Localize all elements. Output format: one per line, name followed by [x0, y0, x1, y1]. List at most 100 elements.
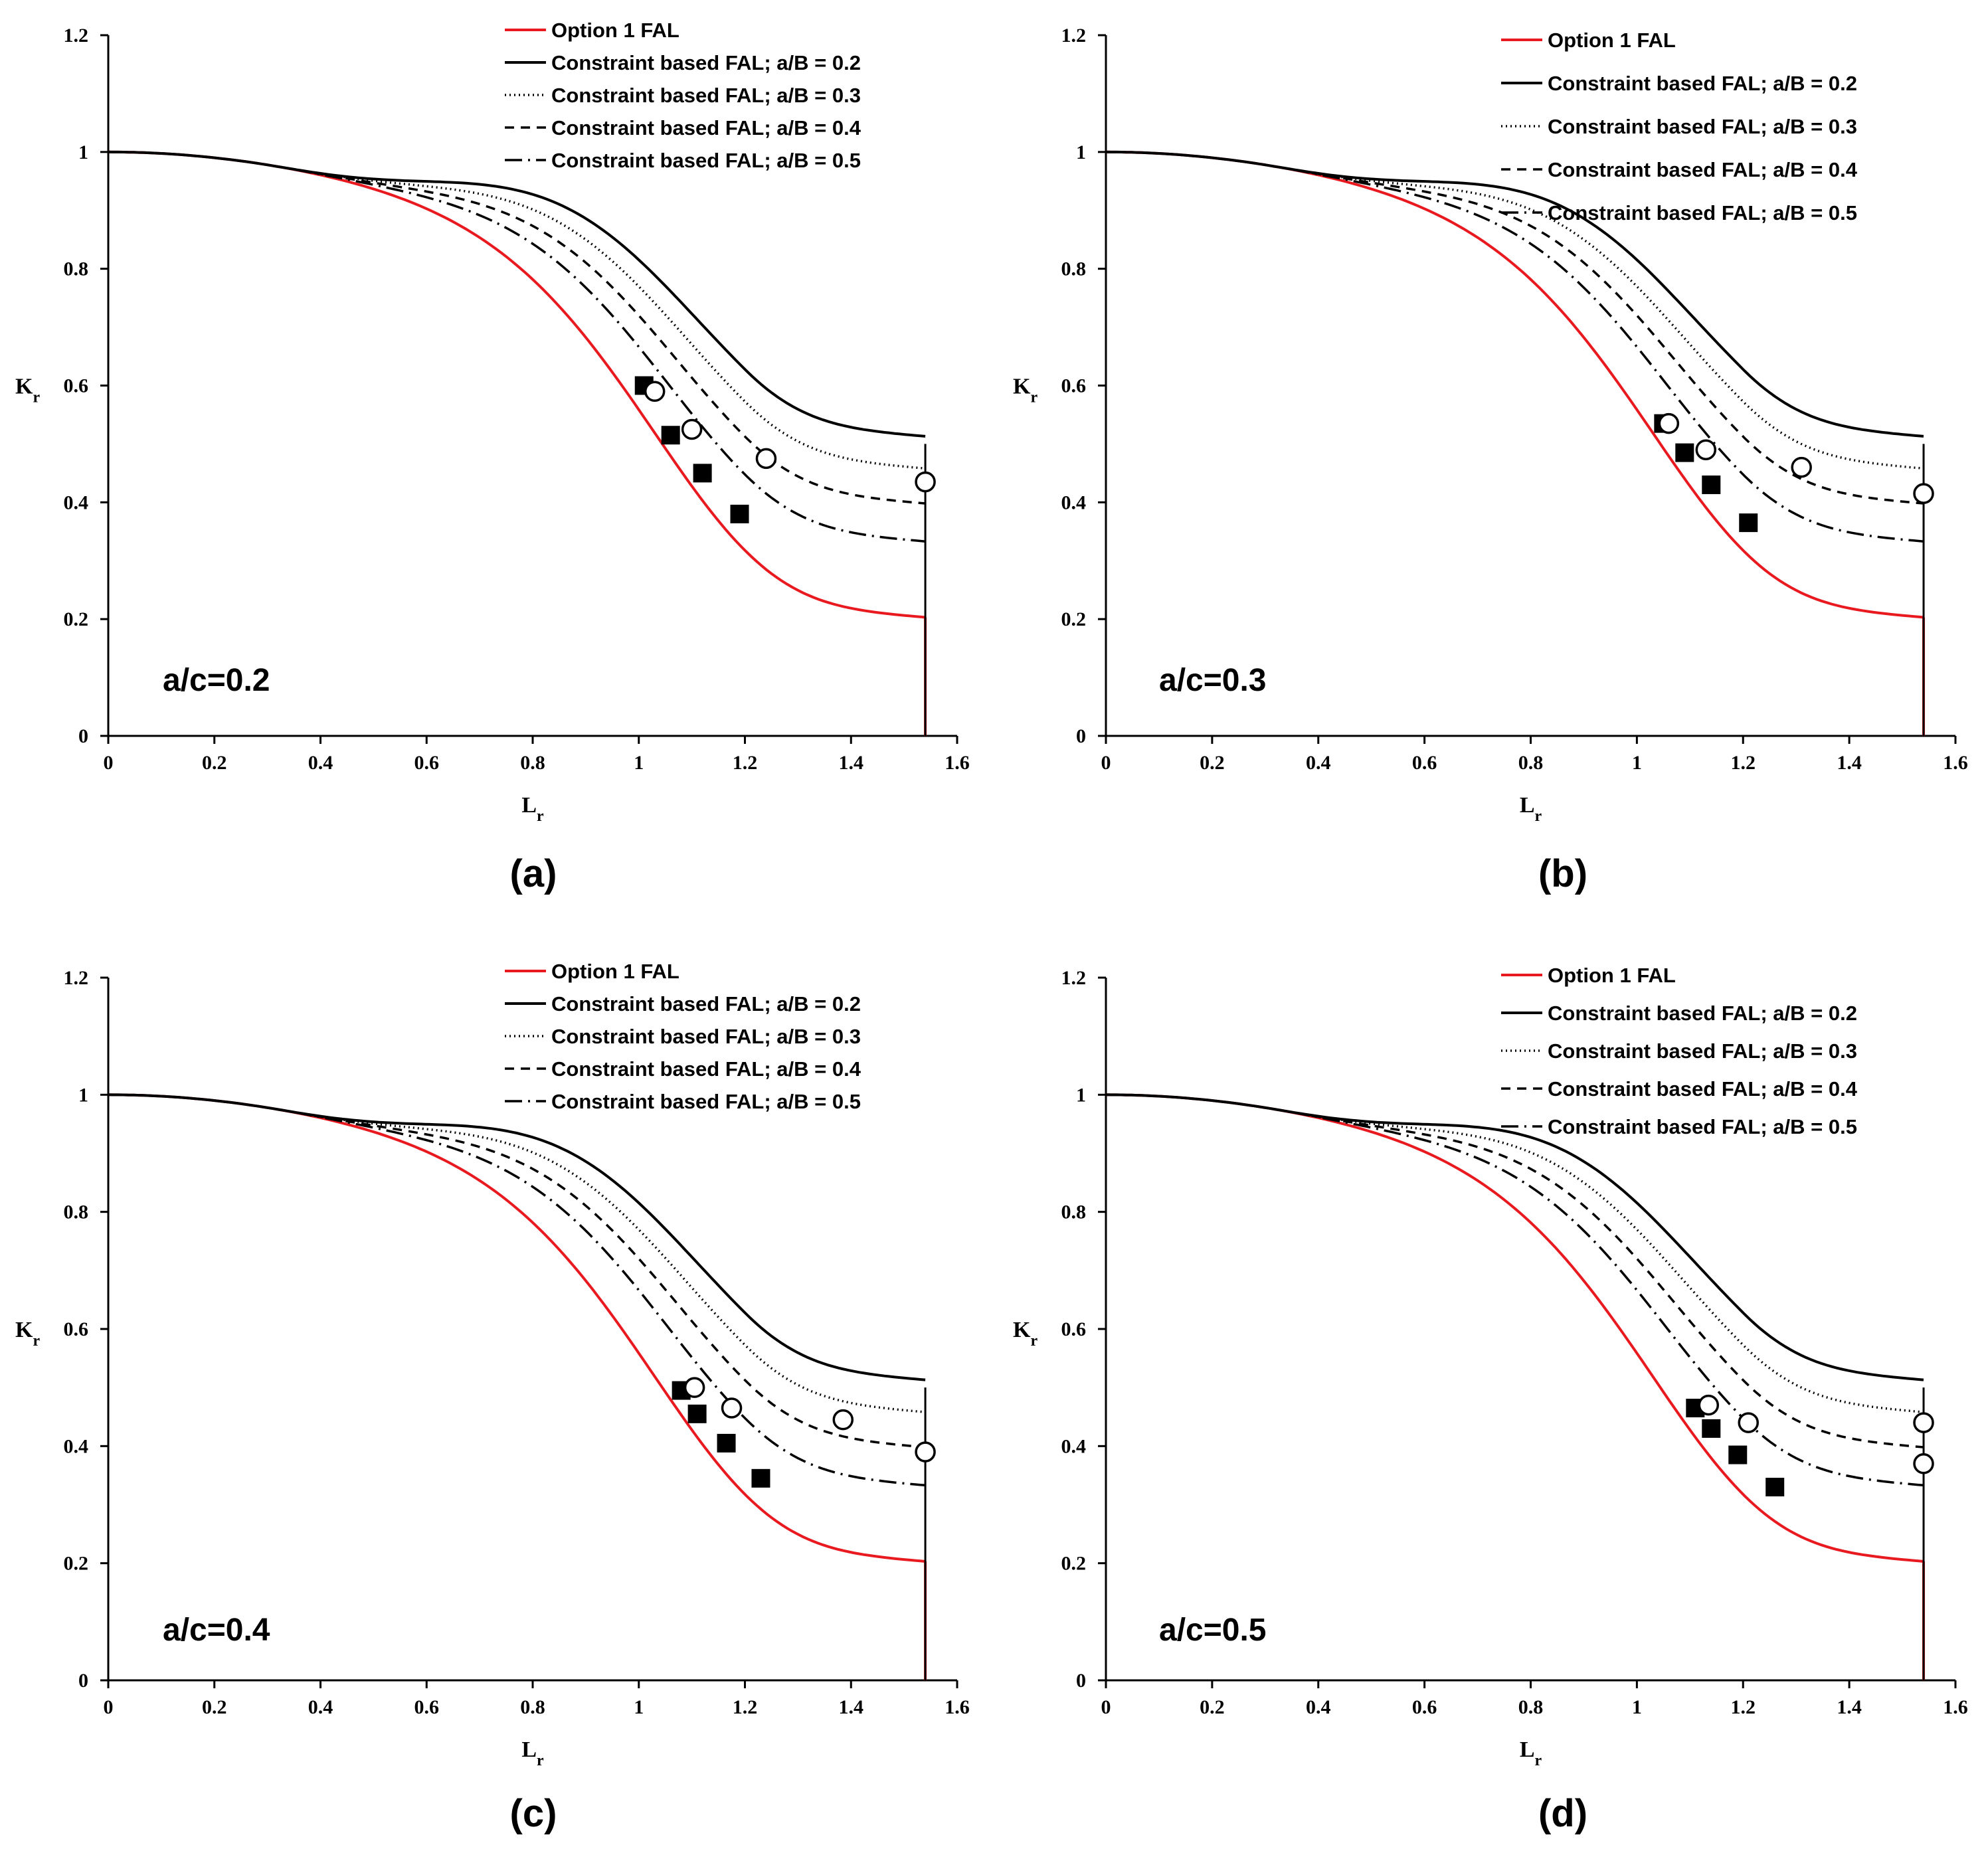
square-marker	[730, 504, 749, 523]
square-marker	[687, 1404, 707, 1423]
square-marker	[661, 426, 680, 445]
panel-a: 0 0.2 0.4 0.6 0.8 1 1.2 1.4 1.6 0 0.2 0.4 0.6 0.8 1 1.2…	[15, 19, 970, 895]
x-tick-label: 0.8	[1518, 1696, 1544, 1718]
x-tick-label: 1.4	[1837, 1696, 1862, 1718]
y-tick-label: 0.2	[1061, 1553, 1087, 1575]
y-tick-label: 0.6	[1061, 375, 1087, 397]
legend-label: Constraint based FAL; a/B = 0.4	[1548, 158, 1858, 181]
legend-label: Constraint based FAL; a/B = 0.5	[551, 149, 861, 172]
y-tick-label: 0.6	[64, 1318, 89, 1340]
y-tick-label: 1.2	[1061, 25, 1087, 46]
legend: Option 1 FAL Constraint based FAL; a/B = …	[1501, 29, 1858, 224]
y-tick-label: 0.2	[1061, 608, 1087, 630]
legend-label: Option 1 FAL	[1548, 29, 1676, 52]
series-line-5	[1105, 1093, 1924, 1487]
y-tick-label: 1	[78, 1084, 88, 1106]
legend-label: Constraint based FAL; a/B = 0.2	[1548, 1002, 1857, 1025]
legend-label: Option 1 FAL	[551, 19, 679, 42]
x-tick-label: 1	[1632, 1696, 1642, 1718]
legend-label: Constraint based FAL; a/B = 0.2	[551, 992, 861, 1015]
y-tick-label: 0.4	[64, 1435, 89, 1457]
circle-marker	[915, 471, 936, 493]
circle-marker	[1658, 412, 1680, 434]
legend: Option 1 FAL Constraint based FAL; a/B = …	[1501, 964, 1858, 1138]
x-tick-label: 0	[1101, 752, 1111, 774]
x-tick-label: 1.4	[839, 752, 864, 774]
x-tick-label: 1	[1632, 752, 1642, 774]
x-tick-label: 1.2	[1731, 752, 1756, 774]
y-tick-label: 0.6	[1061, 1318, 1087, 1340]
circle-marker	[683, 1377, 705, 1398]
legend-label: Constraint based FAL; a/B = 0.3	[551, 84, 861, 107]
series-line-5	[108, 151, 926, 543]
panel-caption: (b)	[1538, 852, 1587, 895]
y-tick-label: 0.8	[64, 258, 89, 280]
y-tick-label: 0	[78, 725, 88, 747]
y-tick-label: 0.6	[64, 375, 89, 397]
y-tick-label: 0.4	[1061, 1435, 1087, 1457]
y-tick-label: 1	[78, 141, 88, 163]
series-line-5	[108, 1093, 926, 1487]
circle-marker	[721, 1397, 743, 1419]
panel-c: 0 0.2 0.4 0.6 0.8 1 1.2 1.4 1.6 0 0.2 0.4 0.6 0.8 1 1.2…	[15, 960, 970, 1835]
x-tick-label: 1.4	[1837, 752, 1862, 774]
square-marker	[693, 464, 712, 483]
x-tick-label: 0.6	[414, 1696, 440, 1718]
square-marker	[717, 1433, 736, 1453]
x-tick-label: 1.2	[1731, 1696, 1756, 1718]
y-tick-label: 0.4	[1061, 491, 1087, 513]
x-tick-label: 1.6	[1943, 752, 1968, 774]
y-tick-label: 0.8	[64, 1201, 89, 1223]
circle-marker	[644, 381, 666, 402]
legend-label: Constraint based FAL; a/B = 0.3	[1548, 1039, 1857, 1063]
circle-marker	[1913, 483, 1934, 504]
panel-annotation: a/c=0.3	[1159, 663, 1266, 698]
x-tick-label: 0.4	[308, 752, 333, 774]
x-tick-label: 0.6	[414, 752, 440, 774]
circle-marker	[1913, 1453, 1934, 1474]
legend-label: Constraint based FAL; a/B = 0.2	[551, 51, 861, 74]
y-tick-label: 0.8	[1061, 1201, 1087, 1223]
legend: Option 1 FAL Constraint based FAL; a/B = …	[505, 19, 861, 172]
y-tick-label: 0.8	[1061, 258, 1087, 280]
circle-marker	[1913, 1412, 1934, 1433]
legend-label: Constraint based FAL; a/B = 0.3	[551, 1025, 861, 1048]
x-tick-label: 0.8	[520, 752, 545, 774]
circle-marker	[755, 448, 777, 470]
y-tick-label: 1.2	[64, 25, 89, 46]
panel-caption: (d)	[1538, 1792, 1587, 1835]
y-tick-label: 0	[1076, 1670, 1086, 1692]
circle-marker	[681, 418, 703, 440]
series-line-5	[1105, 151, 1924, 543]
x-tick-label: 1.6	[1943, 1696, 1968, 1718]
square-marker	[751, 1468, 770, 1488]
square-marker	[1702, 475, 1721, 494]
panel-caption: (c)	[510, 1792, 557, 1835]
legend-label: Constraint based FAL; a/B = 0.3	[1548, 115, 1857, 138]
panel-annotation: a/c=0.4	[163, 1613, 270, 1648]
y-tick-label: 1	[1076, 1084, 1086, 1106]
circle-marker	[832, 1409, 854, 1431]
x-tick-label: 1.4	[839, 1696, 864, 1718]
y-tick-label: 0	[78, 1670, 88, 1692]
x-tick-label: 0.8	[1518, 752, 1544, 774]
x-tick-label: 0.4	[1306, 1696, 1331, 1718]
y-tick-label: 0	[1076, 725, 1086, 747]
square-marker	[1765, 1478, 1785, 1497]
x-tick-label: 0.2	[1200, 752, 1225, 774]
legend: Option 1 FAL Constraint based FAL; a/B = …	[505, 960, 861, 1113]
x-tick-label: 1.2	[733, 752, 758, 774]
panel-b: 0 0.2 0.4 0.6 0.8 1 1.2 1.4 1.6 0 0.2 0.4 0.6 0.8 1 1.2…	[1013, 25, 1968, 895]
x-tick-label: 0.6	[1412, 1696, 1437, 1718]
x-tick-label: 0.2	[202, 1696, 227, 1718]
legend-label: Constraint based FAL; a/B = 0.2	[1548, 72, 1857, 95]
x-tick-label: 0.8	[520, 1696, 545, 1718]
panel-annotation: a/c=0.2	[163, 663, 270, 698]
square-marker	[1702, 1419, 1721, 1438]
y-tick-label: 0.2	[64, 608, 89, 630]
legend-label: Option 1 FAL	[1548, 964, 1676, 987]
legend-label: Constraint based FAL; a/B = 0.4	[1548, 1077, 1858, 1101]
legend-label: Option 1 FAL	[551, 960, 679, 983]
x-tick-label: 0.2	[1200, 1696, 1225, 1718]
y-tick-label: 1	[1076, 141, 1086, 163]
